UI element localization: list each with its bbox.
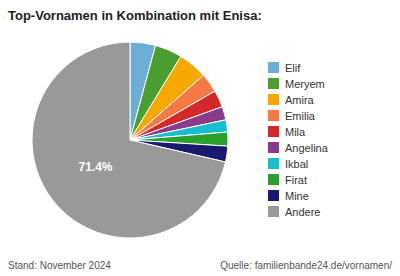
legend-swatch: [268, 206, 279, 217]
legend-label: Mine: [285, 190, 309, 202]
pie: [32, 42, 228, 238]
legend-item: Ikbal: [268, 158, 308, 170]
footer-note: Stand: November 2024: [8, 260, 111, 271]
legend-swatch: [268, 62, 279, 73]
legend-swatch: [268, 158, 279, 169]
title: Top-Vornamen in Kombination mit Enisa:: [8, 8, 262, 23]
legend-item: Mine: [268, 190, 309, 202]
legend-swatch: [268, 78, 279, 89]
legend: Elif Meryem Amira Emilia Mila Angelina Ikbal Fi…: [268, 62, 329, 218]
legend-item: Angelina: [268, 142, 329, 154]
legend-swatch: [268, 94, 279, 105]
legend-label: Meryem: [285, 78, 325, 90]
chart: Top-Vornamen in Kombination mit Enisa: 71…: [0, 0, 400, 276]
data-label: 71.4%: [78, 160, 112, 174]
legend-swatch: [268, 110, 279, 121]
footer-note: Quelle: familienbande24.de/vornamen/: [220, 260, 392, 271]
data-labels: 71.4%: [78, 160, 112, 174]
legend-label: Angelina: [285, 142, 329, 154]
legend-label: Amira: [285, 94, 315, 106]
legend-item: Firat: [268, 174, 307, 186]
legend-label: Firat: [285, 174, 307, 186]
legend-item: Amira: [268, 94, 315, 106]
legend-swatch: [268, 190, 279, 201]
legend-item: Meryem: [268, 78, 325, 90]
legend-item: Mila: [268, 126, 306, 138]
legend-label: Emilia: [285, 110, 316, 122]
legend-item: Elif: [268, 62, 301, 74]
legend-label: Andere: [285, 206, 320, 218]
legend-label: Mila: [285, 126, 306, 138]
legend-swatch: [268, 126, 279, 137]
legend-label: Ikbal: [285, 158, 308, 170]
legend-item: Andere: [268, 206, 320, 218]
legend-swatch: [268, 142, 279, 153]
legend-swatch: [268, 174, 279, 185]
legend-label: Elif: [285, 62, 301, 74]
legend-item: Emilia: [268, 110, 316, 122]
pie-slice: [32, 42, 226, 238]
